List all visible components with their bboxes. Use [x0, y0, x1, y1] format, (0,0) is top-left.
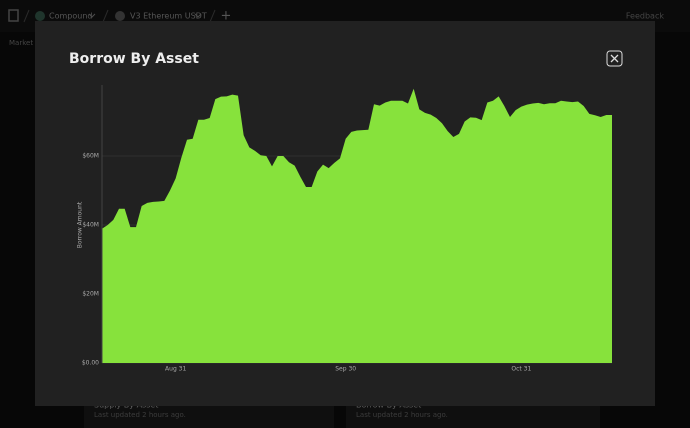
x-tick-label: Aug 31 [165, 366, 186, 373]
plot: $0.00 $20M $40M $60M Aug 31 Sep 30 Oct 31 [82, 85, 612, 373]
x-tick-label: Sep 30 [335, 366, 356, 373]
y-tick-label: $40M [82, 222, 99, 229]
y-tick-label: $20M [82, 291, 99, 298]
x-tick-label: Oct 31 [511, 366, 531, 373]
y-tick-label: $0.00 [82, 360, 99, 367]
modal-title: Borrow By Asset [69, 51, 199, 67]
close-button[interactable] [606, 50, 623, 67]
area [102, 88, 612, 363]
y-tick-label: $60M [82, 153, 99, 160]
close-icon [610, 54, 619, 63]
y-axis-label: Borrow Amount [77, 201, 84, 248]
